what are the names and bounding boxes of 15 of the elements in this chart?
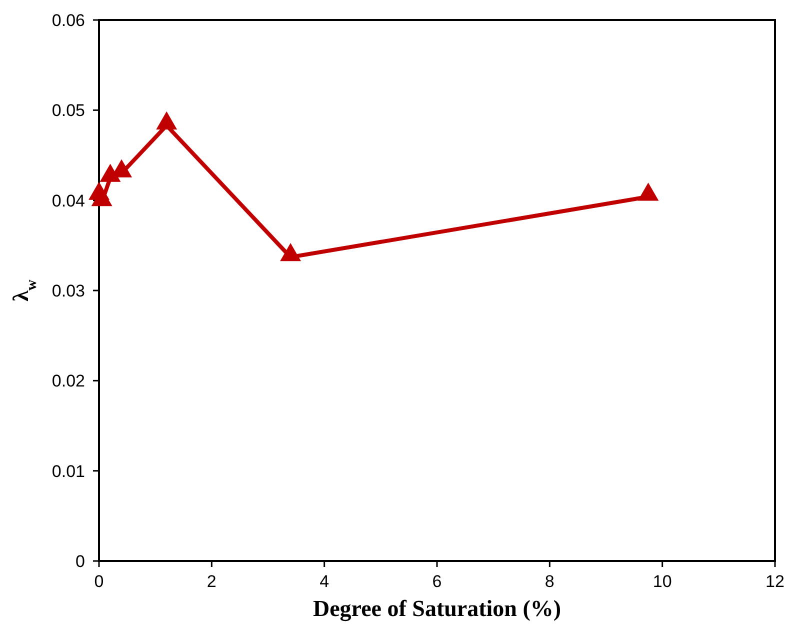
y-tick-label: 0.01 [52,462,85,481]
x-axis-title: Degree of Saturation (%) [312,596,562,622]
y-tick-label: 0.05 [52,101,85,120]
y-tick-label: 0 [76,552,85,571]
x-tick-label: 0 [94,572,104,591]
y-tick-label: 0.04 [52,191,85,210]
x-tick-label: 4 [320,572,330,591]
x-tick-label: 8 [544,572,554,591]
x-tick-label: 12 [766,572,784,591]
y-tick-label: 0.06 [52,10,85,30]
x-tick-label: 10 [652,572,672,591]
y-tick-label: 0.03 [52,281,85,300]
x-tick-label: 2 [206,572,216,591]
y-tick-label: 0.02 [52,372,85,391]
x-tick-label: 6 [432,572,442,591]
